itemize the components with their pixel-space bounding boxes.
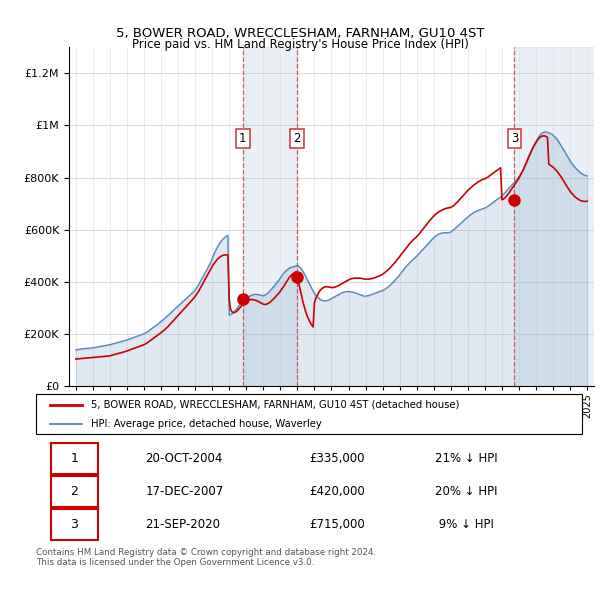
Text: 2: 2 — [293, 132, 301, 145]
Text: £335,000: £335,000 — [309, 451, 365, 465]
Text: HPI: Average price, detached house, Waverley: HPI: Average price, detached house, Wave… — [91, 419, 322, 428]
FancyBboxPatch shape — [51, 476, 98, 507]
Text: 3: 3 — [511, 132, 518, 145]
Text: £715,000: £715,000 — [309, 517, 365, 531]
Text: Price paid vs. HM Land Registry's House Price Index (HPI): Price paid vs. HM Land Registry's House … — [131, 38, 469, 51]
Text: 21-SEP-2020: 21-SEP-2020 — [145, 517, 220, 531]
Text: 3: 3 — [70, 517, 78, 531]
FancyBboxPatch shape — [51, 509, 98, 540]
Text: 2: 2 — [70, 484, 78, 498]
Bar — [514, 47, 594, 386]
Text: 20% ↓ HPI: 20% ↓ HPI — [434, 484, 497, 498]
Text: 1: 1 — [239, 132, 247, 145]
Text: 17-DEC-2007: 17-DEC-2007 — [145, 484, 223, 498]
Text: 21% ↓ HPI: 21% ↓ HPI — [434, 451, 497, 465]
Text: 5, BOWER ROAD, WRECCLESHAM, FARNHAM, GU10 4ST: 5, BOWER ROAD, WRECCLESHAM, FARNHAM, GU1… — [116, 27, 484, 40]
FancyBboxPatch shape — [51, 442, 98, 474]
Text: 9% ↓ HPI: 9% ↓ HPI — [434, 517, 493, 531]
Text: 1: 1 — [70, 451, 78, 465]
FancyBboxPatch shape — [36, 394, 582, 434]
Text: 5, BOWER ROAD, WRECCLESHAM, FARNHAM, GU10 4ST (detached house): 5, BOWER ROAD, WRECCLESHAM, FARNHAM, GU1… — [91, 400, 459, 410]
Text: 20-OCT-2004: 20-OCT-2004 — [145, 451, 223, 465]
Text: Contains HM Land Registry data © Crown copyright and database right 2024.
This d: Contains HM Land Registry data © Crown c… — [36, 548, 376, 567]
Text: £420,000: £420,000 — [309, 484, 365, 498]
Bar — [243, 47, 297, 386]
